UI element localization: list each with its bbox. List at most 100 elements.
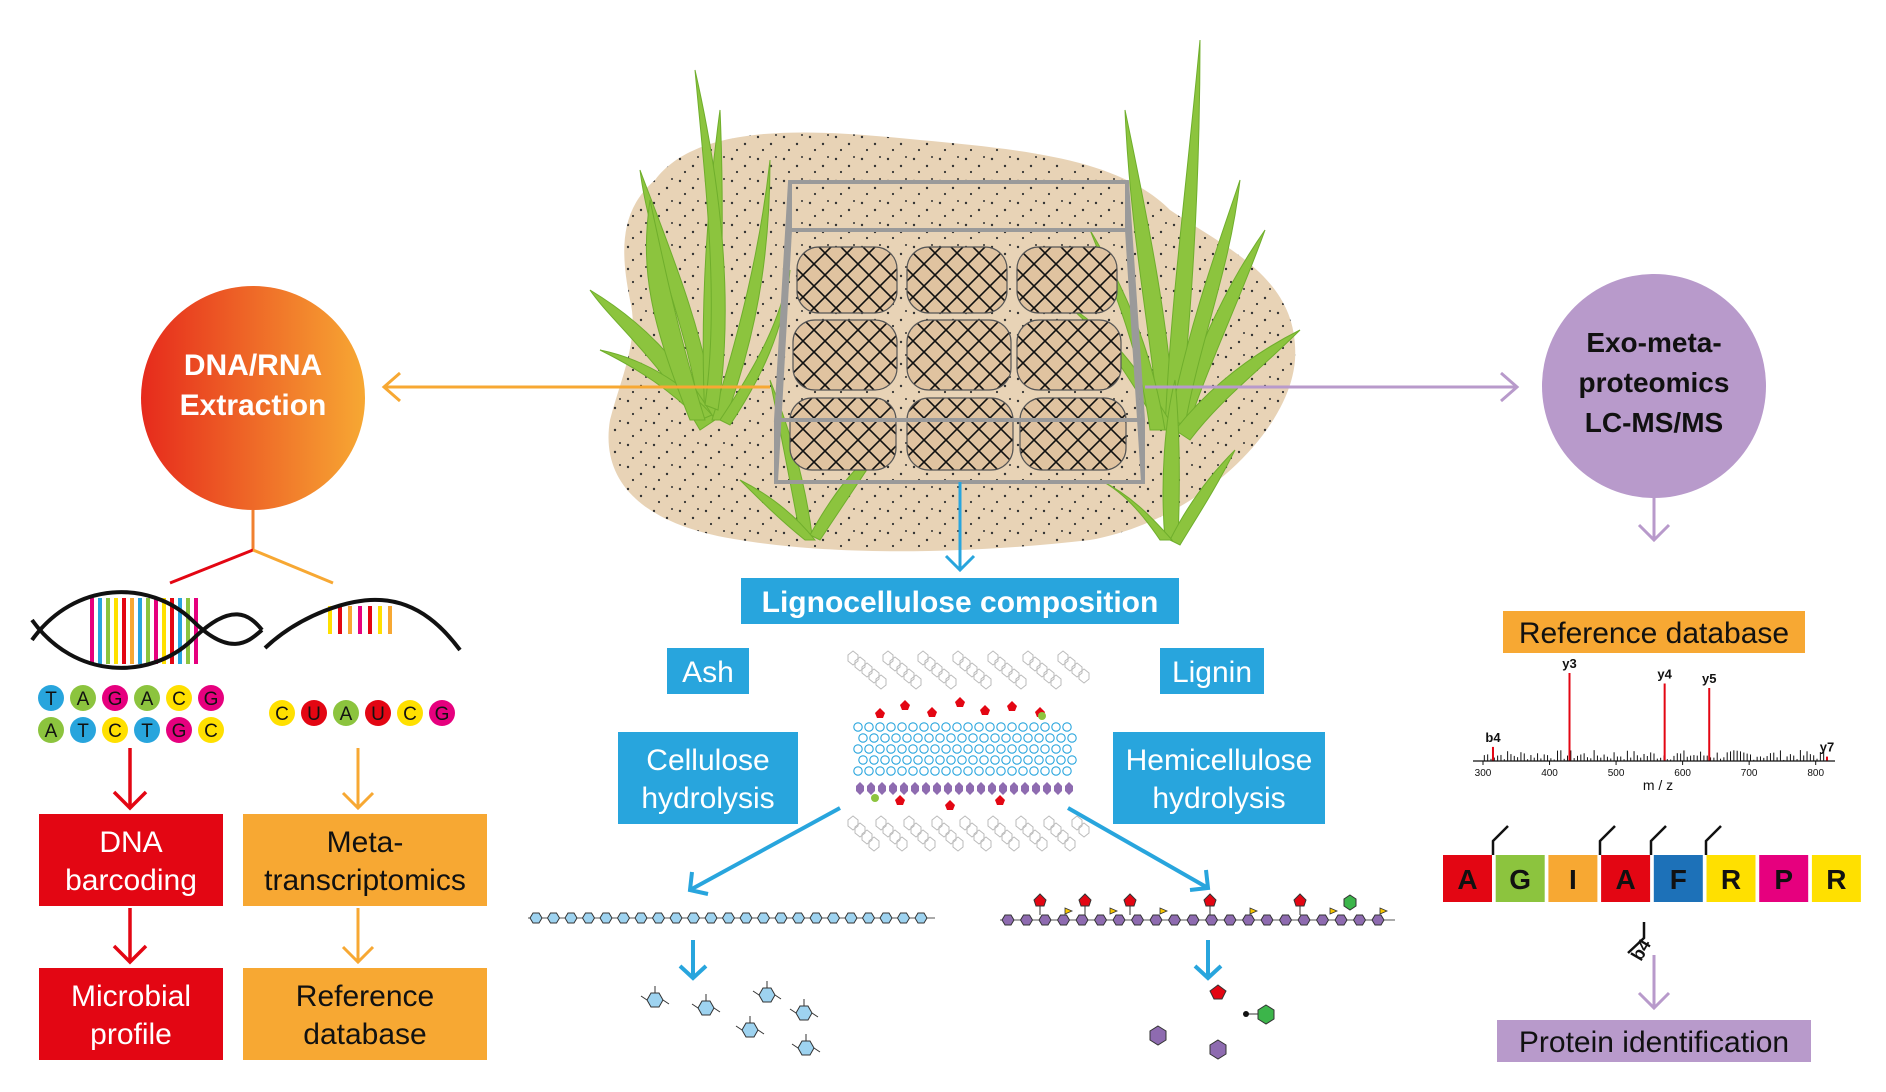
nucleotide-circle — [166, 685, 192, 711]
lignin-unit — [1078, 668, 1090, 684]
cellulose-unit — [1045, 733, 1055, 743]
cellulose-unit — [1007, 766, 1017, 776]
xylose-unit — [1130, 914, 1145, 926]
cellulose-unit — [875, 744, 885, 754]
glucose-monomer — [797, 1040, 815, 1056]
hemicellulose-unit — [999, 782, 1007, 795]
bond — [752, 981, 782, 1000]
lignin-unit — [1029, 829, 1041, 845]
lignin-unit — [1064, 836, 1076, 852]
litterbag — [906, 397, 1014, 471]
nucleotide-letter: U — [371, 704, 385, 725]
lignin-unit — [1015, 815, 1027, 831]
arrow-to-cellulose-chain — [689, 806, 841, 892]
nucleotide-circle — [429, 700, 455, 726]
dna-barcoding-line1: DNA — [99, 826, 162, 859]
nucleotide-circle — [134, 717, 160, 743]
cellulose-unit — [919, 766, 929, 776]
lignin-unit — [1078, 822, 1090, 838]
cellulose-unit — [979, 755, 989, 765]
dna-rna-label-line2: Extraction — [180, 389, 327, 422]
nucleotide-letter: G — [108, 689, 123, 710]
cellulose-unit — [941, 766, 951, 776]
nucleotide-letter: A — [141, 689, 154, 710]
hemicellulose-line2: hydrolysis — [1152, 782, 1285, 815]
cellulose-line1: Cellulose — [646, 744, 769, 777]
proteomics-circle — [1542, 274, 1766, 498]
lignin-unit — [924, 656, 936, 672]
cellulose-unit — [941, 722, 951, 732]
x-tick-label: 500 — [1608, 768, 1625, 779]
lignocellulose-title-box — [741, 578, 1179, 624]
nucleotide-circle — [333, 700, 359, 726]
cellulose-unit — [1018, 744, 1028, 754]
cellulose-unit — [1007, 722, 1017, 732]
lignin-unit — [987, 815, 999, 831]
glucose-unit — [581, 912, 596, 924]
lignin-unit — [1022, 822, 1034, 838]
xylose-unit — [1241, 914, 1256, 926]
reference-database-left-line1: Reference — [296, 980, 434, 1013]
peak-label: y5 — [1702, 671, 1716, 686]
cellulose-unit — [853, 766, 863, 776]
hemicellulose-unit — [856, 782, 864, 795]
cellulose-unit — [880, 733, 890, 743]
x-tick-label: 800 — [1807, 768, 1824, 779]
nucleotide-circle — [38, 717, 64, 743]
xylose-unit — [1297, 914, 1311, 926]
lignin-label: Lignin — [1172, 656, 1252, 689]
nucleotide-circle — [38, 685, 64, 711]
cellulose-unit — [968, 733, 978, 743]
side-group — [945, 800, 955, 810]
hemicellulose-unit — [955, 782, 963, 795]
lignin-unit — [959, 815, 971, 831]
cellulose-unit — [1012, 733, 1022, 743]
nucleotide-letter: A — [340, 704, 353, 725]
lignocellulose-structure — [847, 650, 1090, 852]
glucose-unit — [914, 912, 928, 924]
cellulose-unit — [853, 744, 863, 754]
hemicellulose-unit — [1043, 782, 1051, 795]
arrow-head — [1189, 869, 1211, 892]
glucose-monomer — [795, 1005, 813, 1021]
bond — [640, 986, 670, 1005]
litterbag — [906, 246, 1008, 314]
cellulose-unit — [886, 722, 896, 732]
cellulose-unit — [864, 722, 874, 732]
cellulose-unit — [1040, 722, 1050, 732]
cellulose-unit — [858, 733, 868, 743]
glucose-unit — [651, 912, 666, 924]
hemicellulose-unit — [922, 782, 930, 795]
microbial-profile-line1: Microbial — [71, 980, 191, 1013]
amino-acid-letter: R — [1721, 864, 1741, 895]
cellulose-unit — [1012, 755, 1022, 765]
glucuronic-monomer — [1257, 1004, 1275, 1025]
cellulose-unit — [1062, 722, 1072, 732]
dna-rna-label-line1: DNA/RNA — [184, 349, 322, 382]
cellulose-unit — [1029, 744, 1039, 754]
cellulose-unit — [853, 722, 863, 732]
lignin-unit — [1057, 829, 1069, 845]
nucleotide-circle — [102, 685, 128, 711]
amino-acid-letter: A — [1615, 864, 1635, 895]
lignin-unit — [854, 656, 866, 672]
xylose-unit — [1001, 914, 1015, 926]
side-group — [900, 700, 910, 710]
lignin-unit — [1001, 662, 1013, 678]
cellulose-unit — [952, 766, 962, 776]
cellulose-unit — [880, 755, 890, 765]
reference-database-left-line2: database — [303, 1018, 426, 1051]
cellulose-unit — [1029, 766, 1039, 776]
cellulose-unit — [1023, 755, 1033, 765]
cellulose-unit — [952, 744, 962, 754]
cellulose-unit — [897, 766, 907, 776]
glucose-unit — [739, 912, 753, 924]
hemicellulose-unit — [900, 782, 908, 795]
lignocellulose-title: Lignocellulose composition — [762, 586, 1159, 619]
lignin-unit — [980, 674, 992, 690]
arabinose-unit — [1203, 893, 1217, 907]
hemicellulose-unit — [911, 782, 919, 795]
cellulose-unit — [1062, 744, 1072, 754]
lignin-unit — [1015, 674, 1027, 690]
